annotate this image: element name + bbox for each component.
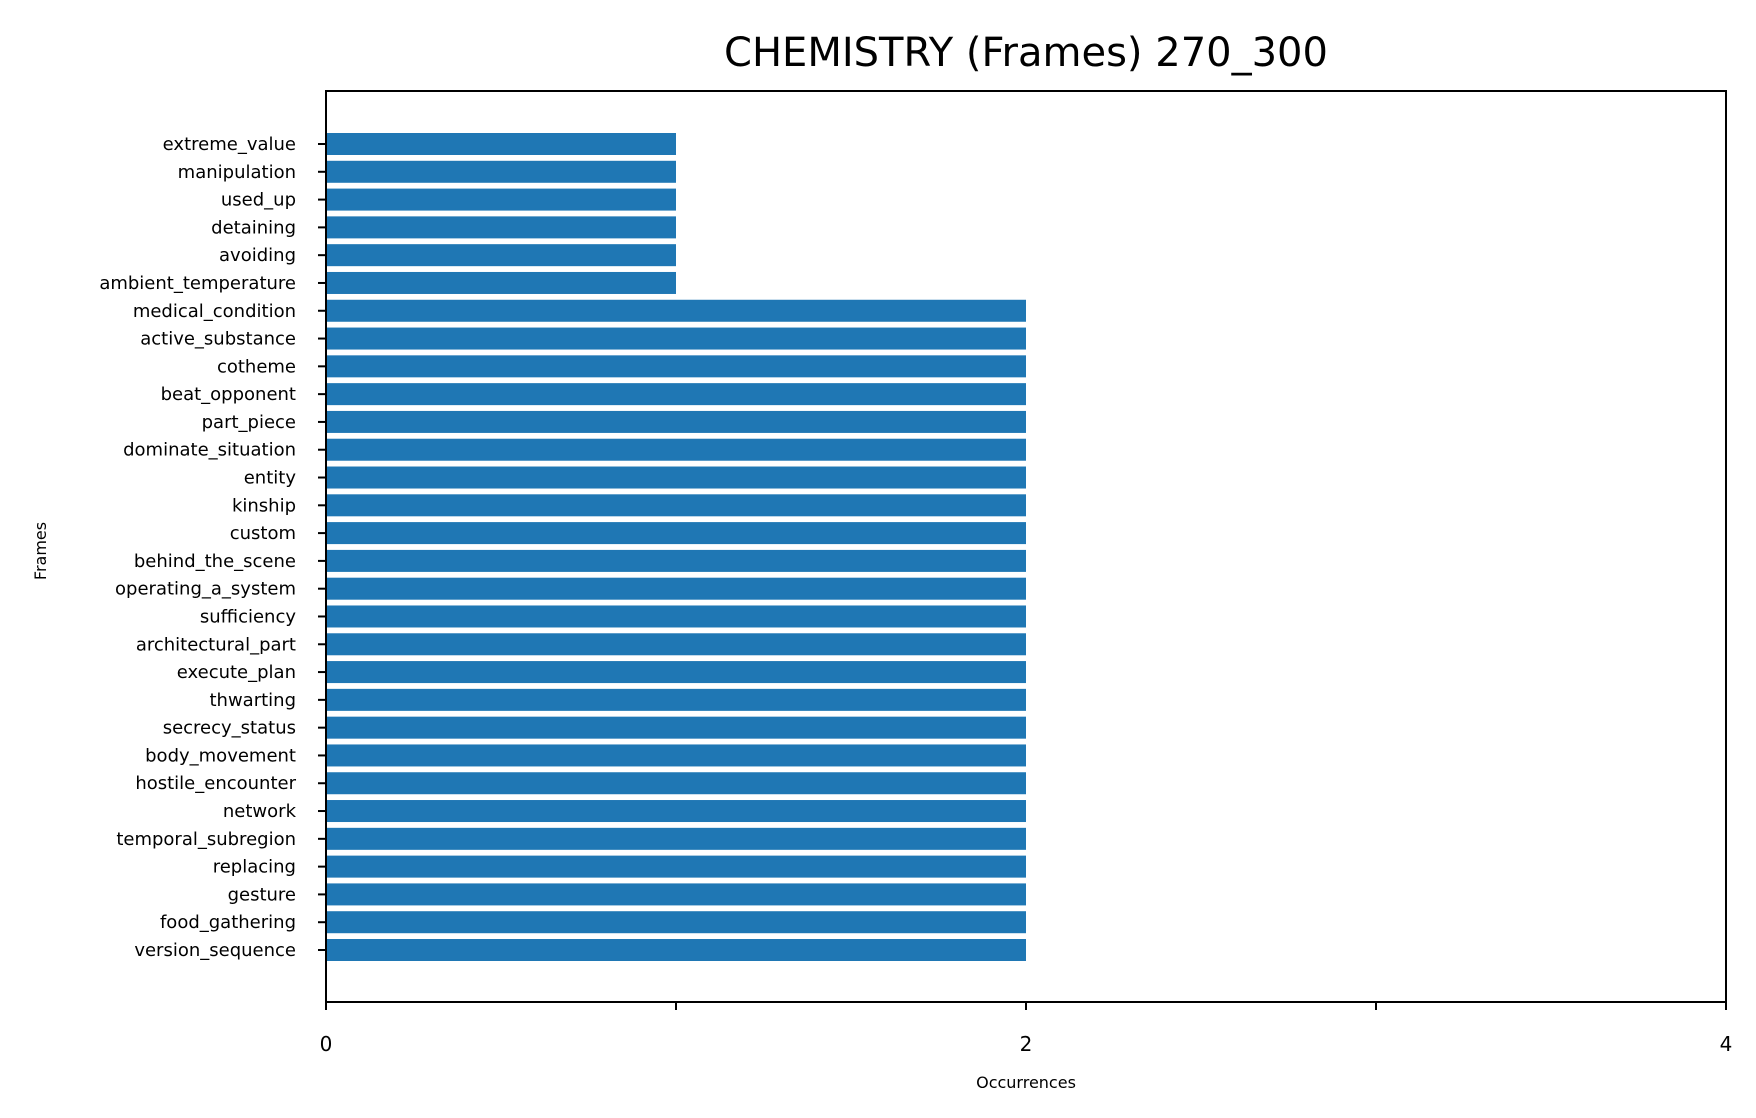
- bar-secrecy_status: [326, 716, 1026, 739]
- y-tick-label: sufficiency: [200, 606, 296, 627]
- bar-food_gathering: [326, 911, 1026, 934]
- y-tick-label: temporal_subregion: [116, 829, 296, 850]
- y-tick-label: version_sequence: [134, 940, 296, 961]
- y-tick-label: gesture: [228, 884, 296, 905]
- bar-manipulation: [326, 160, 676, 183]
- y-tick-label: extreme_value: [163, 134, 296, 155]
- bar-replacing: [326, 855, 1026, 878]
- bar-hostile_encounter: [326, 772, 1026, 795]
- bar-dominate_situation: [326, 438, 1026, 461]
- bar-architectural_part: [326, 633, 1026, 656]
- y-tick-label: food_gathering: [160, 912, 296, 933]
- y-tick-label: beat_opponent: [161, 384, 296, 405]
- bar-execute_plan: [326, 661, 1026, 684]
- bar-extreme_value: [326, 133, 676, 155]
- bar-cotheme: [326, 355, 1026, 378]
- x-axis-label: Occurrences: [976, 1073, 1076, 1092]
- bar-sufficiency: [326, 605, 1026, 628]
- bar-beat_opponent: [326, 383, 1026, 406]
- y-tick-label: hostile_encounter: [135, 773, 296, 794]
- bar-part_piece: [326, 410, 1026, 433]
- bar-ambient_temperature: [326, 271, 676, 294]
- y-tick-label: part_piece: [202, 412, 296, 433]
- bar-active_substance: [326, 327, 1026, 350]
- y-tick-label: active_substance: [140, 329, 296, 350]
- y-tick-label: behind_the_scene: [134, 551, 296, 572]
- bar-network: [326, 800, 1026, 823]
- chart-title: CHEMISTRY (Frames) 270_300: [724, 30, 1328, 76]
- bar-operating_a_system: [326, 577, 1026, 600]
- bar-used_up: [326, 188, 676, 211]
- x-tick-label: 4: [1720, 1032, 1733, 1056]
- bar-medical_condition: [326, 299, 1026, 322]
- y-tick-label: ambient_temperature: [99, 273, 296, 294]
- y-tick-label: execute_plan: [177, 662, 296, 683]
- y-tick-label: custom: [230, 523, 296, 544]
- bar-custom: [326, 522, 1026, 545]
- y-tick-label: architectural_part: [136, 634, 296, 655]
- bar-entity: [326, 466, 1026, 489]
- x-axis-ticks: 0 2 4: [320, 1002, 1733, 1056]
- y-tick-label: secrecy_status: [163, 718, 296, 739]
- y-tick-label: network: [223, 801, 297, 822]
- y-axis-label: Frames: [31, 522, 50, 580]
- bar-avoiding: [326, 244, 676, 267]
- bar-thwarting: [326, 688, 1026, 711]
- y-tick-label: avoiding: [219, 245, 296, 266]
- x-tick-label: 2: [1020, 1032, 1033, 1056]
- bar-kinship: [326, 494, 1026, 517]
- y-tick-label: entity: [244, 468, 297, 489]
- bars-group: [326, 133, 1026, 961]
- y-tick-label: body_movement: [145, 745, 296, 766]
- bar-gesture: [326, 883, 1026, 906]
- y-tick-label: detaining: [211, 217, 296, 238]
- bar-body_movement: [326, 744, 1026, 767]
- y-tick-label: thwarting: [209, 690, 296, 711]
- bar-behind_the_scene: [326, 549, 1026, 572]
- y-tick-label: medical_condition: [133, 301, 296, 322]
- bar-temporal_subregion: [326, 827, 1026, 850]
- y-tick-label: replacing: [213, 857, 296, 878]
- bar-version_sequence: [326, 939, 1026, 961]
- x-tick-label: 0: [320, 1032, 333, 1056]
- y-axis-ticks: extreme_value manipulation used_up detainin…: [99, 134, 326, 961]
- y-tick-label: dominate_situation: [123, 440, 296, 461]
- y-tick-label: used_up: [221, 190, 296, 211]
- y-tick-label: kinship: [232, 495, 296, 516]
- y-tick-label: operating_a_system: [115, 579, 296, 600]
- bar-detaining: [326, 216, 676, 239]
- y-tick-label: manipulation: [178, 162, 296, 183]
- y-tick-label: cotheme: [217, 356, 296, 377]
